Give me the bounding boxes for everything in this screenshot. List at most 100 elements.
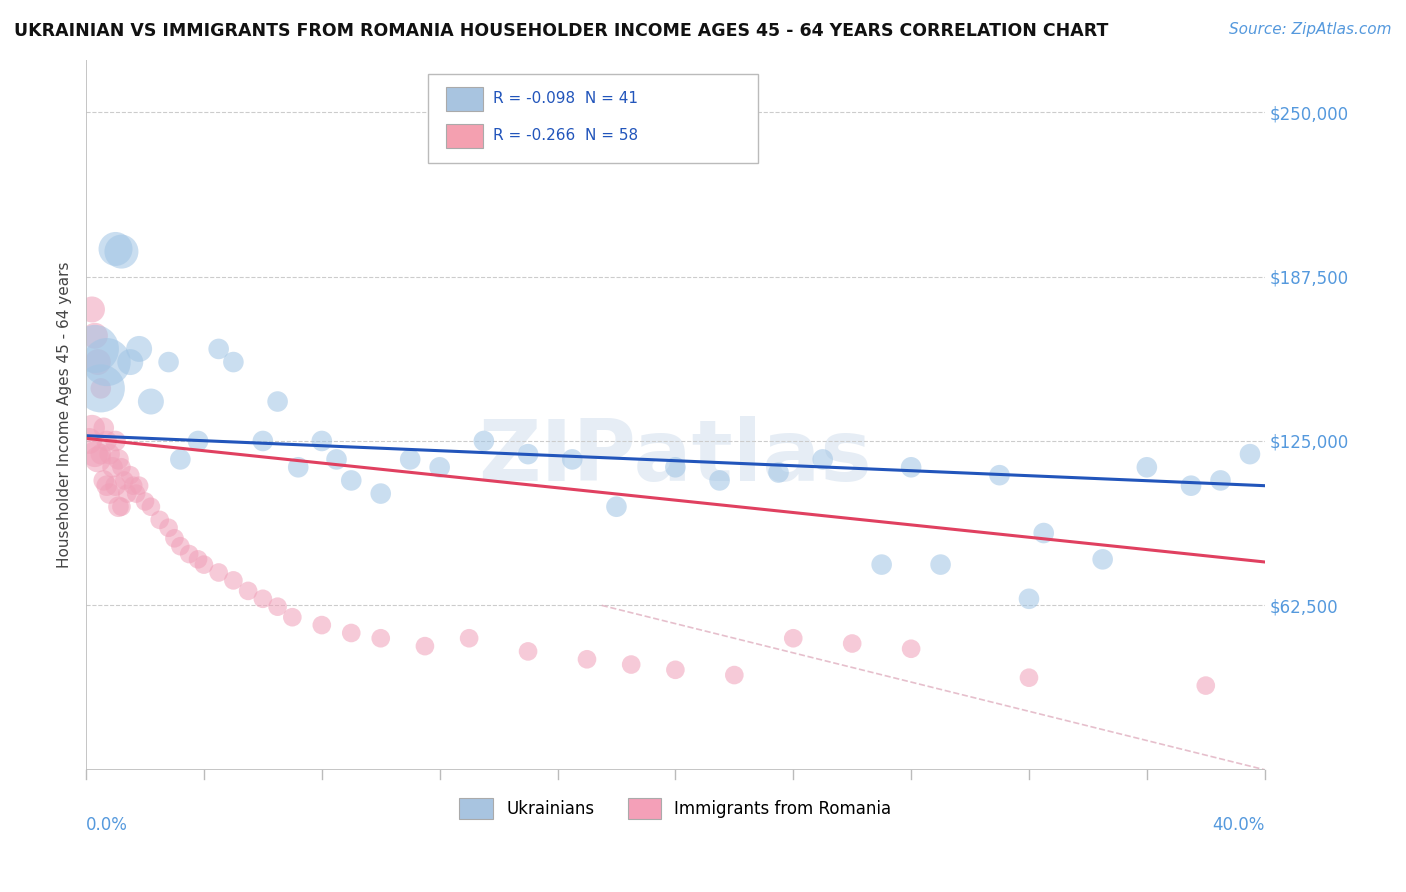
Point <box>664 663 686 677</box>
Point <box>988 468 1011 483</box>
Point <box>163 531 186 545</box>
Point <box>340 474 363 488</box>
Point <box>870 558 893 572</box>
Point <box>841 636 863 650</box>
Point <box>311 618 333 632</box>
Text: ZIPatlas: ZIPatlas <box>478 416 872 499</box>
Point <box>1209 474 1232 488</box>
Point <box>458 632 481 646</box>
Point <box>110 244 132 259</box>
Point <box>811 452 834 467</box>
Point <box>1018 591 1040 606</box>
Point <box>517 447 540 461</box>
Point <box>120 355 142 369</box>
Point <box>1136 460 1159 475</box>
Point <box>112 474 135 488</box>
Point <box>93 474 115 488</box>
Text: UKRAINIAN VS IMMIGRANTS FROM ROMANIA HOUSEHOLDER INCOME AGES 45 - 64 YEARS CORRE: UKRAINIAN VS IMMIGRANTS FROM ROMANIA HOU… <box>14 22 1108 40</box>
Point <box>96 478 118 492</box>
Point <box>122 478 145 492</box>
Point <box>900 460 922 475</box>
Point <box>101 460 124 475</box>
Point <box>575 652 598 666</box>
Point <box>117 486 139 500</box>
Point <box>96 434 118 448</box>
Text: R = -0.098  N = 41: R = -0.098 N = 41 <box>492 91 638 106</box>
Legend: Ukrainians, Immigrants from Romania: Ukrainians, Immigrants from Romania <box>453 792 898 825</box>
Point <box>266 599 288 614</box>
Point <box>96 355 118 369</box>
Text: R = -0.266  N = 58: R = -0.266 N = 58 <box>492 128 638 143</box>
Point <box>723 668 745 682</box>
Point <box>517 644 540 658</box>
Point <box>768 466 790 480</box>
Point <box>620 657 643 672</box>
Point <box>120 468 142 483</box>
Point <box>169 539 191 553</box>
Point <box>128 342 150 356</box>
Point <box>222 574 245 588</box>
Point <box>77 434 100 448</box>
Point <box>87 355 110 369</box>
Point <box>139 500 162 514</box>
Point <box>222 355 245 369</box>
Point <box>193 558 215 572</box>
Point <box>709 474 731 488</box>
Point <box>93 421 115 435</box>
Point <box>104 434 127 448</box>
Text: Source: ZipAtlas.com: Source: ZipAtlas.com <box>1229 22 1392 37</box>
Point <box>281 610 304 624</box>
Text: 40.0%: 40.0% <box>1212 816 1265 834</box>
Point <box>98 486 121 500</box>
Point <box>110 500 132 514</box>
Point <box>664 460 686 475</box>
Point <box>561 452 583 467</box>
Point <box>605 500 627 514</box>
Point <box>84 342 107 356</box>
Point <box>370 632 392 646</box>
Point <box>1180 478 1202 492</box>
Point <box>208 342 231 356</box>
Point <box>266 394 288 409</box>
Point <box>80 302 103 317</box>
Point <box>1091 552 1114 566</box>
Point <box>187 434 209 448</box>
Point <box>413 639 436 653</box>
Point <box>90 381 112 395</box>
Point <box>472 434 495 448</box>
Point <box>252 591 274 606</box>
Point <box>782 632 804 646</box>
Point <box>128 478 150 492</box>
FancyBboxPatch shape <box>446 124 484 148</box>
Point <box>98 447 121 461</box>
Point <box>252 434 274 448</box>
Point <box>90 381 112 395</box>
Point <box>107 452 129 467</box>
Point <box>340 626 363 640</box>
Point <box>370 486 392 500</box>
Point <box>187 552 209 566</box>
FancyBboxPatch shape <box>446 87 484 112</box>
Point <box>84 328 107 343</box>
Text: 0.0%: 0.0% <box>86 816 128 834</box>
Point <box>157 521 180 535</box>
Point <box>125 486 148 500</box>
Point <box>1239 447 1261 461</box>
Point <box>429 460 451 475</box>
Point <box>1032 526 1054 541</box>
Point <box>107 500 129 514</box>
Point <box>169 452 191 467</box>
Point <box>90 447 112 461</box>
Point <box>149 513 172 527</box>
Point <box>134 494 156 508</box>
Point <box>104 242 127 256</box>
Y-axis label: Householder Income Ages 45 - 64 years: Householder Income Ages 45 - 64 years <box>58 261 72 568</box>
Point <box>87 452 110 467</box>
Point <box>287 460 309 475</box>
Point <box>929 558 952 572</box>
Point <box>84 447 107 461</box>
Point <box>325 452 347 467</box>
Point <box>104 478 127 492</box>
Point <box>80 421 103 435</box>
Point <box>236 583 259 598</box>
